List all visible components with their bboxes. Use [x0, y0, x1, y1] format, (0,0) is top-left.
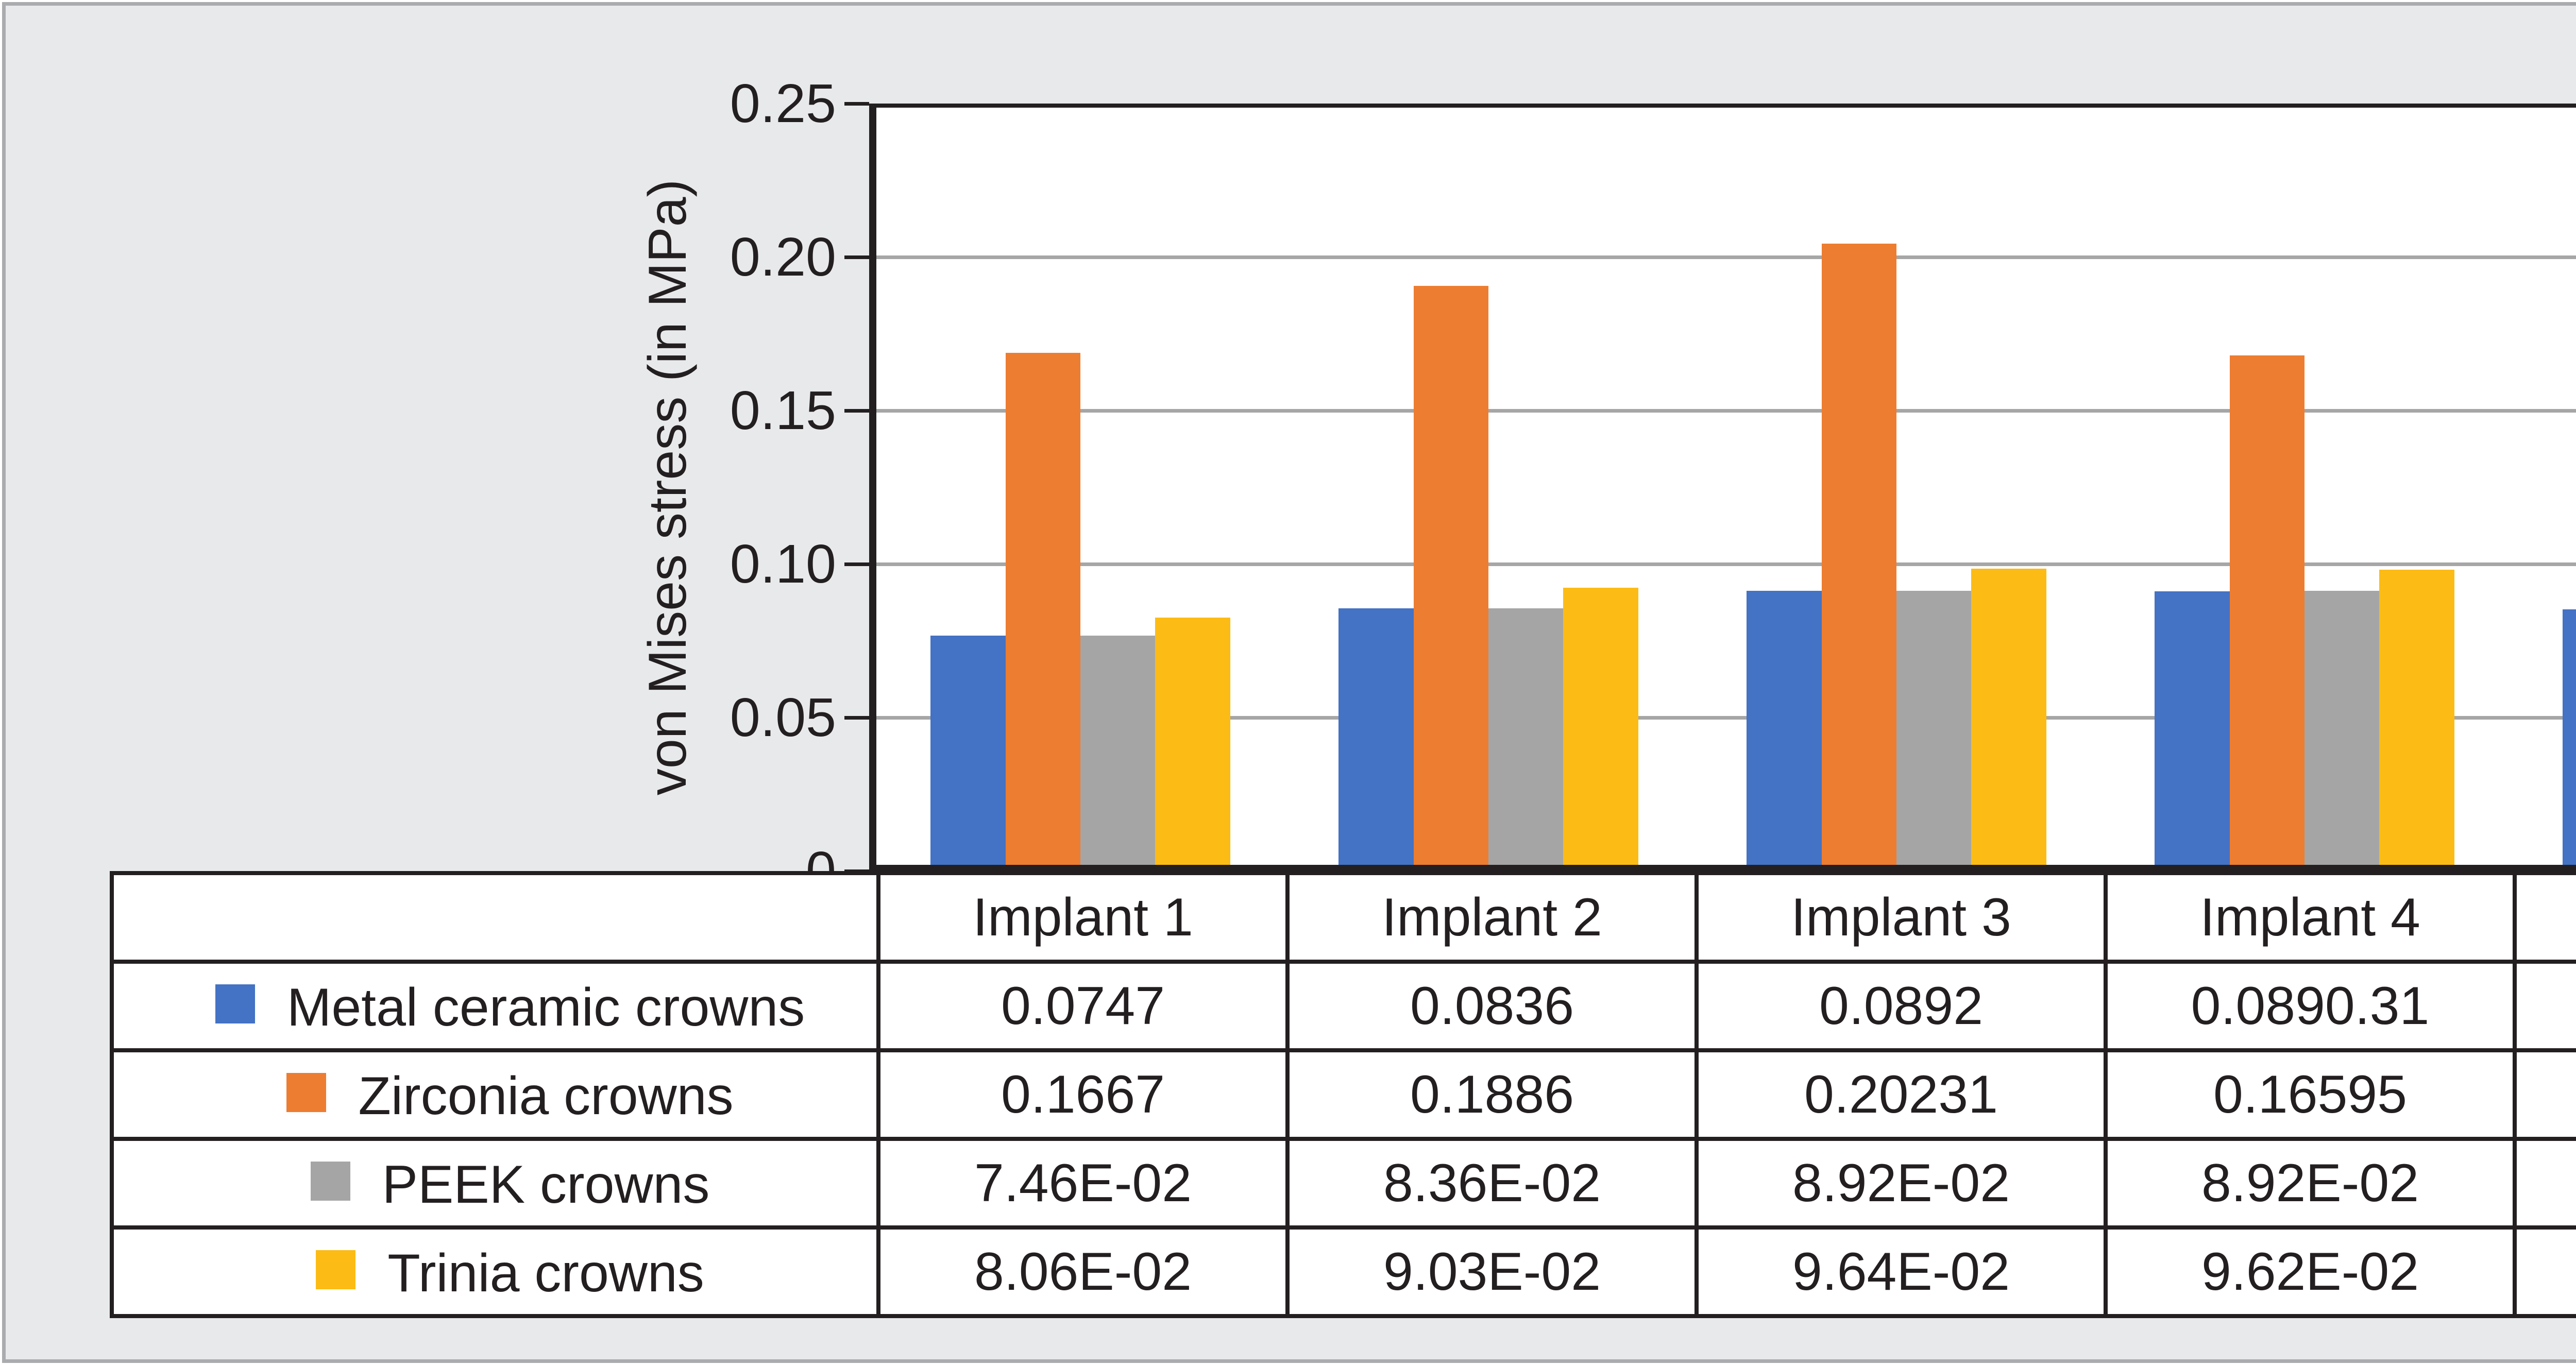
- value-cell: 0.0747: [876, 960, 1290, 1052]
- gridline: [876, 562, 2576, 566]
- table-corner-spacer: [110, 871, 880, 964]
- bar: [1563, 588, 1638, 865]
- legend-swatch-icon: [286, 1072, 327, 1112]
- bar-group: [1692, 108, 2100, 865]
- y-axis-tick: [844, 869, 869, 873]
- category-header-cell: Implant 5: [2513, 871, 2576, 964]
- table-row: Trinia crowns 8.06E-02 9.03E-02 9.64E-02 9.6…: [110, 1225, 2576, 1318]
- bar-group: [2509, 108, 2576, 865]
- value-cell: 8.92E-02: [2104, 1137, 2517, 1230]
- value-cell: 0.0832: [2513, 960, 2576, 1052]
- y-axis-tick: [844, 716, 869, 720]
- gridline: [876, 716, 2576, 720]
- legend-cell: Trinia crowns: [110, 1225, 880, 1318]
- value-cell: 0.20231: [1694, 1048, 2108, 1141]
- bar: [2379, 570, 2454, 865]
- legend-swatch-icon: [215, 984, 255, 1023]
- y-axis-tick: [844, 255, 869, 259]
- category-header-cell: Implant 3: [1694, 871, 2108, 964]
- value-cell: 0.18729: [2513, 1048, 2576, 1141]
- y-tick-label: 0.10: [730, 534, 836, 594]
- legend-swatch-icon: [310, 1161, 350, 1201]
- bar: [1971, 569, 2046, 865]
- bar-group: [876, 108, 1284, 865]
- bar: [1080, 636, 1156, 865]
- bar: [1413, 286, 1488, 865]
- bar: [2563, 609, 2576, 865]
- series-name: Metal ceramic crowns: [286, 978, 805, 1038]
- value-cell: 0.0892: [1694, 960, 2108, 1052]
- bar: [1155, 618, 1230, 865]
- series-name: Zirconia crowns: [358, 1066, 734, 1127]
- y-tick-label: 0.20: [730, 227, 836, 287]
- value-cell: 0.0836: [1285, 960, 1699, 1052]
- legend-cell: Zirconia crowns: [110, 1048, 880, 1141]
- bar: [2155, 591, 2230, 865]
- bar-groups: [876, 108, 2576, 865]
- y-tick-label: 0.05: [730, 687, 836, 748]
- value-cell: 9.03E-02: [1285, 1225, 1699, 1318]
- y-axis-tick: [844, 409, 869, 413]
- value-cell: 8.92E-02: [1694, 1137, 2108, 1230]
- value-cell: 9.64E-02: [1694, 1225, 2108, 1318]
- value-cell: 0.0890.31: [2104, 960, 2517, 1052]
- legend-swatch-icon: [316, 1250, 356, 1289]
- category-header-cell: Implant 2: [1285, 871, 1699, 964]
- series-name: Trinia crowns: [387, 1243, 704, 1304]
- bar: [1005, 353, 1080, 865]
- bar: [1338, 608, 1414, 865]
- bar: [930, 636, 1006, 865]
- value-cell: 8.99E-02: [2513, 1225, 2576, 1318]
- y-axis-tick: [844, 562, 869, 566]
- gridline: [876, 255, 2576, 259]
- bar: [1488, 608, 1564, 865]
- table-row: Zirconia crowns 0.1667 0.1886 0.20231 0.1659…: [110, 1048, 2576, 1141]
- value-cell: 9.62E-02: [2104, 1225, 2517, 1318]
- table-row: PEEK crowns 7.46E-02 8.36E-02 8.92E-02 8.92E…: [110, 1137, 2576, 1230]
- bar: [2229, 355, 2304, 865]
- series-name: PEEK crowns: [382, 1155, 710, 1215]
- bar-group: [2100, 108, 2509, 865]
- bar: [2304, 591, 2380, 865]
- table-row: Metal ceramic crowns 0.0747 0.0836 0.0892 0.…: [110, 960, 2576, 1052]
- legend-cell: PEEK crowns: [110, 1137, 880, 1230]
- legend-cell: Metal ceramic crowns: [110, 960, 880, 1052]
- bar: [1747, 591, 1822, 865]
- y-tick-label: 0.25: [730, 73, 836, 134]
- value-cell: 0.1886: [1285, 1048, 1699, 1141]
- bar: [1896, 591, 1972, 865]
- y-tick-label: 0.15: [730, 380, 836, 441]
- value-cell: 8.06E-02: [876, 1225, 1290, 1318]
- value-cell: 8.36E-02: [1285, 1137, 1699, 1230]
- gridline: [876, 409, 2576, 413]
- category-header-cell: Implant 1: [876, 871, 1290, 964]
- value-cell: 8.33E-02: [2513, 1137, 2576, 1230]
- y-axis-tick: [844, 102, 869, 106]
- value-cell: 7.46E-02: [876, 1137, 1290, 1230]
- value-cell: 0.16595: [2104, 1048, 2517, 1141]
- category-header-cell: Implant 4: [2104, 871, 2517, 964]
- value-cell: 0.1667: [876, 1048, 1290, 1141]
- bar-group: [1284, 108, 1692, 865]
- bar: [1821, 244, 1896, 865]
- plot-area: [869, 104, 2576, 871]
